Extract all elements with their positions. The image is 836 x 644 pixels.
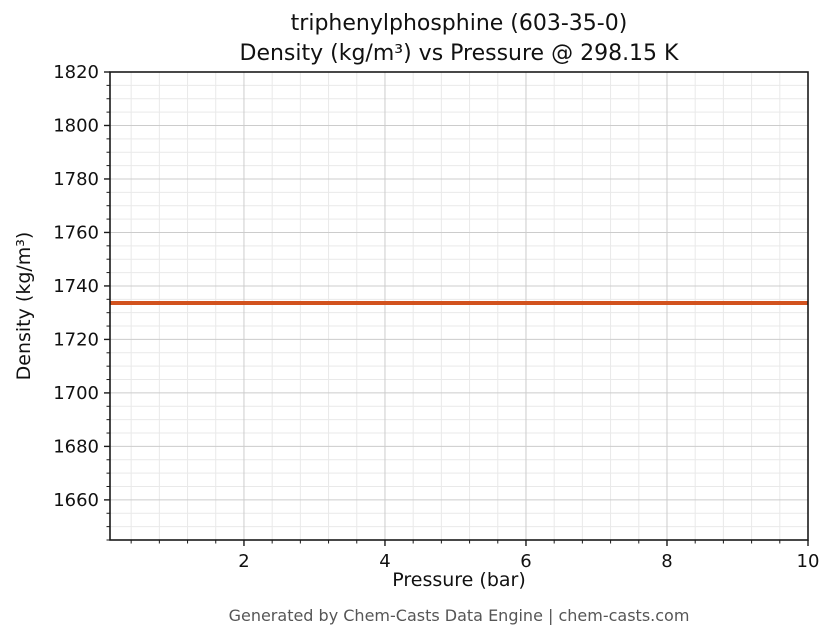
y-tick-label: 1780 — [53, 169, 99, 190]
chart-title-block: triphenylphosphine (603-35-0) Density (k… — [110, 9, 808, 69]
axes-spines — [109, 71, 809, 541]
x-tick-label: 2 — [238, 551, 249, 572]
y-tick-label: 1740 — [53, 276, 99, 297]
y-tick-label: 1800 — [53, 115, 99, 136]
y-tick-label: 1820 — [53, 62, 99, 83]
x-tick-label: 10 — [797, 551, 820, 572]
chart-title: triphenylphosphine (603-35-0) — [290, 11, 628, 36]
x-tick-label: 6 — [520, 551, 531, 572]
x-tick-label: 4 — [379, 551, 390, 572]
x-axis-label: Pressure (bar) — [392, 569, 526, 591]
chart-subtitle: Density (kg/m³) vs Pressure @ 298.15 K — [239, 41, 679, 66]
y-tick-label: 1760 — [53, 222, 99, 243]
y-axis-label: Density (kg/m³) — [13, 231, 35, 381]
footer-text: Generated by Chem-Casts Data Engine | ch… — [228, 606, 690, 625]
y-tick-label: 1720 — [53, 329, 99, 350]
x-tick-label: 8 — [661, 551, 672, 572]
y-tick-label: 1660 — [53, 490, 99, 511]
y-tick-label: 1680 — [53, 436, 99, 457]
y-tick-label: 1700 — [53, 383, 99, 404]
